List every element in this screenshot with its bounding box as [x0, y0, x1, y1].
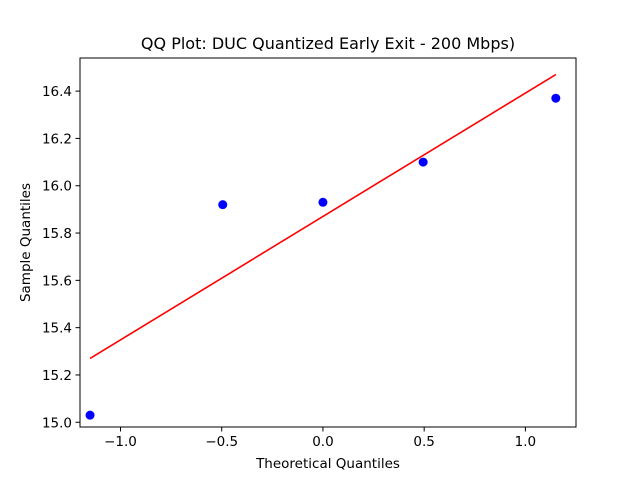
y-tick-label: 15.0 [42, 415, 72, 431]
y-tick-label: 16.4 [42, 84, 72, 100]
x-axis-label: Theoretical Quantiles [255, 456, 400, 472]
chart-title: QQ Plot: DUC Quantized Early Exit - 200 … [141, 34, 515, 53]
y-tick-label: 15.8 [42, 226, 72, 242]
x-tick-label: 0.5 [413, 434, 434, 450]
y-tick-label: 15.4 [42, 321, 72, 337]
y-tick-label: 16.0 [42, 179, 72, 195]
plot-area [85, 73, 561, 420]
data-point [318, 197, 328, 207]
x-tick-label: −0.5 [205, 434, 238, 450]
axes-frame [79, 57, 577, 428]
data-point [218, 200, 228, 210]
x-tick-label: 0.0 [312, 434, 333, 450]
y-tick-label: 15.2 [42, 368, 72, 384]
data-point [551, 93, 561, 103]
x-tick-label: 1.0 [515, 434, 536, 450]
y-tick-label: 15.6 [42, 273, 72, 289]
data-point [85, 410, 95, 420]
x-tick-label: −1.0 [104, 434, 137, 450]
y-tick-label: 16.2 [42, 131, 72, 147]
fit-line [89, 73, 557, 360]
data-point [418, 157, 428, 167]
y-axis-label: Sample Quantiles [18, 183, 34, 302]
